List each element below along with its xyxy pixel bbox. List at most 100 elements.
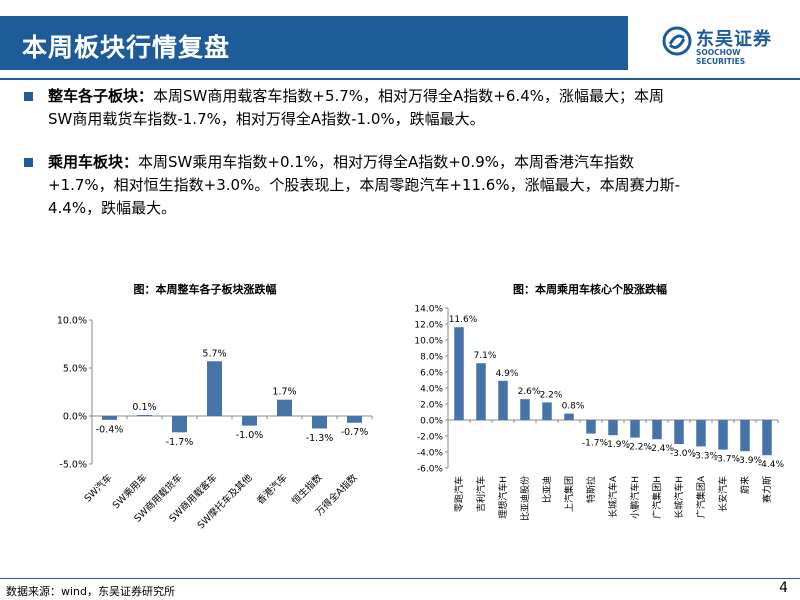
data-label: 4.9% xyxy=(496,369,519,379)
data-label: -2.2% xyxy=(626,443,653,453)
logo-name-cn: 东吴证券 xyxy=(696,29,772,50)
x-tick-label: 上汽集团 xyxy=(563,476,575,512)
x-tick-label: 比亚迪 xyxy=(541,476,553,503)
y-tick-label: 2.0% xyxy=(420,401,443,411)
logo-mark-icon xyxy=(662,26,692,56)
data-label: 0.1% xyxy=(132,402,156,413)
x-tick-label: 吉利汽车 xyxy=(475,476,487,512)
bar xyxy=(277,399,292,416)
bullet-passenger-car: 乘用车板块：本周SW乘用车指数+0.1%，相对万得全A指数+0.9%，本周香港汽… xyxy=(24,151,784,220)
bar xyxy=(608,420,618,436)
y-tick-label: 12.0% xyxy=(414,321,443,331)
data-label: 5.7% xyxy=(202,348,226,359)
x-tick-label: 蔚来 xyxy=(739,476,751,494)
x-tick-label: 广汽集团H xyxy=(651,476,663,519)
data-label: -0.7% xyxy=(341,427,369,438)
chart-stock-change: -6.0% -4.0% -2.0% 0.0% 2.0% 4.0% 6.0% 8.0% 10.0%… xyxy=(414,305,785,522)
y-tick-label: 14.0% xyxy=(414,305,443,315)
data-label: 1.7% xyxy=(272,387,296,398)
x-tick-label: 广汽集团A xyxy=(695,475,707,518)
bar xyxy=(564,413,574,420)
data-label: -3.3% xyxy=(692,451,719,461)
chart-subsector-change: -5.0%0.0%5.0%10.0%-0.4%SW汽车0.1%SW乘用车-1.7… xyxy=(57,316,373,531)
data-label: -1.3% xyxy=(306,433,334,444)
bar xyxy=(347,416,362,423)
x-tick-label: SW汽车 xyxy=(82,472,115,505)
bar xyxy=(207,361,222,416)
data-label: -1.0% xyxy=(236,430,264,441)
data-label: -4.4% xyxy=(758,460,785,470)
x-tick-label: 特斯拉 xyxy=(585,476,597,503)
y-tick-label: 5.0% xyxy=(63,364,87,375)
chart2-title: 图：本周乘用车核心个股涨跌幅 xyxy=(513,283,667,296)
bar xyxy=(476,363,486,420)
data-label: -0.4% xyxy=(96,424,124,435)
bar xyxy=(718,420,728,450)
data-label: -1.7% xyxy=(582,439,609,449)
bar xyxy=(137,415,152,416)
bar xyxy=(586,420,596,434)
bullet-text-line: 本周SW商用载客车指数+5.7%，相对万得全A指数+6.4%，涨幅最大；本周 xyxy=(153,87,664,105)
bar xyxy=(674,420,684,444)
x-tick-label: 赛力斯 xyxy=(761,476,773,503)
footer-divider xyxy=(0,578,800,579)
bullet-square-icon xyxy=(24,92,33,101)
data-label: -3.9% xyxy=(736,456,763,466)
x-tick-label: 长城汽车H xyxy=(673,476,685,519)
data-label: 7.1% xyxy=(474,351,497,361)
bar xyxy=(242,416,257,426)
data-label: 2.2% xyxy=(540,390,563,400)
y-tick-label: 6.0% xyxy=(420,369,443,379)
data-label: -3.0% xyxy=(670,449,697,459)
bullet-text-line: SW商用载货车指数-1.7%，相对万得全A指数-1.0%，跌幅最大。 xyxy=(48,110,485,128)
x-tick-label: 小鹏汽车H xyxy=(629,476,641,519)
data-label: 11.6% xyxy=(449,315,478,325)
data-label: -3.7% xyxy=(714,455,741,465)
bar xyxy=(312,416,327,429)
y-tick-label: 8.0% xyxy=(420,353,443,363)
data-label: 0.8% xyxy=(562,402,585,412)
data-source: 数据来源：wind，东吴证券研究所 xyxy=(6,585,176,598)
bullet-vehicle-subsectors: 整车各子板块：本周SW商用载客车指数+5.7%，相对万得全A指数+6.4%，涨幅… xyxy=(24,85,784,131)
bullet-heading: 整车各子板块： xyxy=(48,87,154,105)
x-tick-label: 理想汽车H xyxy=(497,476,509,519)
y-tick-label: -5.0% xyxy=(59,460,87,471)
bar xyxy=(652,420,662,440)
y-tick-label: 0.0% xyxy=(420,417,443,427)
y-tick-label: 4.0% xyxy=(420,385,443,395)
data-label: -2.4% xyxy=(648,444,675,454)
y-tick-label: -6.0% xyxy=(417,465,444,475)
data-label: -1.7% xyxy=(166,437,194,448)
data-label: 2.6% xyxy=(518,387,541,397)
x-tick-label: 恒生指数 xyxy=(289,471,325,507)
chart1-title: 图：本周整车各子板块涨跌幅 xyxy=(133,283,277,296)
bullet-text-line: 本周SW乘用车指数+0.1%，相对万得全A指数+0.9%，本周香港汽车指数 xyxy=(138,153,634,171)
bar xyxy=(696,420,706,447)
header-divider xyxy=(0,78,800,80)
y-tick-label: 0.0% xyxy=(63,412,87,423)
title-bar: 本周板块行情复盘 xyxy=(0,16,628,70)
bar xyxy=(454,327,464,420)
page-title: 本周板块行情复盘 xyxy=(22,33,231,62)
bar xyxy=(630,420,640,438)
brand-logo: 东吴证券 SOOCHOW SECURITIES xyxy=(662,24,792,66)
bar xyxy=(542,402,552,420)
bullet-text-line: +1.7%，相对恒生指数+3.0%。个股表现上，本周零跑汽车+11.6%，涨幅最… xyxy=(48,176,680,194)
data-label: -1.9% xyxy=(604,440,631,450)
bar xyxy=(172,416,187,433)
y-tick-label: -4.0% xyxy=(417,449,444,459)
bullet-heading: 乘用车板块： xyxy=(48,153,139,171)
x-tick-label: 香港汽车 xyxy=(254,472,289,507)
bar xyxy=(498,380,508,420)
x-tick-label: 比亚迪股份 xyxy=(519,476,531,521)
bar xyxy=(520,399,530,420)
bar xyxy=(762,420,772,456)
page-number: 4 xyxy=(779,580,788,596)
y-tick-label: 10.0% xyxy=(57,316,87,327)
logo-name-en: SOOCHOW SECURITIES xyxy=(696,48,746,66)
x-tick-label: 长城汽车A xyxy=(607,475,619,518)
bullet-square-icon xyxy=(24,158,33,167)
y-tick-label: 10.0% xyxy=(414,337,443,347)
x-tick-label: 长安汽车 xyxy=(717,476,729,512)
bar xyxy=(102,416,117,420)
